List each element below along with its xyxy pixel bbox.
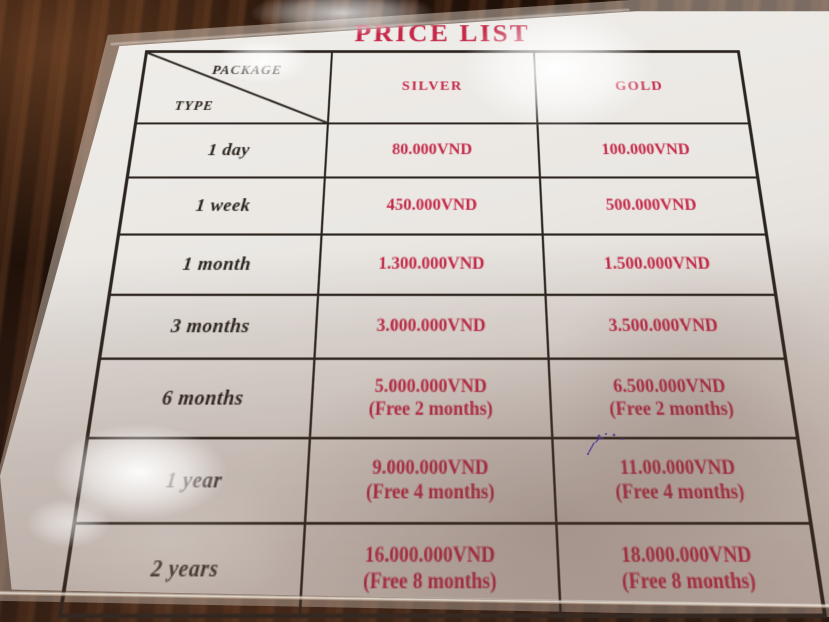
silver-price-cell: 9.000.000VND (Free 4 months) xyxy=(303,439,555,522)
table-row: 2 years 16.000.000VND (Free 8 months) 18.… xyxy=(62,521,823,614)
table-row: 1 day 80.000VND 100.000VND xyxy=(129,122,756,177)
corner-bottom-label: TYPE xyxy=(173,98,215,114)
printed-content: PRICE LIST PACKAGE TYPE SILVER GOLD 1 da… xyxy=(57,19,828,619)
type-cell: 1 week xyxy=(194,195,252,216)
table-row: 3 months 3.000.000VND 3.500.000VND xyxy=(101,293,784,358)
type-cell: 1 year xyxy=(164,466,224,493)
silver-price-cell: 5.000.000VND (Free 2 months) xyxy=(308,359,551,437)
table-row: 6 months 5.000.000VND (Free 2 months) 6.5… xyxy=(89,357,796,437)
header-row: PACKAGE TYPE SILVER GOLD xyxy=(137,52,748,123)
gold-price-cell: 500.000VND xyxy=(538,178,765,234)
gold-price-cell: 100.000VND xyxy=(535,124,756,177)
corner-top-label: PACKAGE xyxy=(211,62,283,77)
silver-price-cell: 1.300.000VND xyxy=(316,235,544,294)
table-row: 1 year 9.000.000VND (Free 4 months) 11.00… xyxy=(76,436,809,522)
table-row: 1 week 450.000VND 500.000VND xyxy=(120,176,765,234)
price-table: PACKAGE TYPE SILVER GOLD 1 day 80.000VND… xyxy=(57,50,828,619)
page-title: PRICE LIST xyxy=(354,19,531,47)
type-cell: 1 month xyxy=(181,253,253,275)
type-cell: 1 day xyxy=(206,140,251,160)
gold-price-cell: 1.500.000VND xyxy=(541,235,774,294)
table-row: 1 month 1.300.000VND 1.500.000VND xyxy=(111,233,774,294)
gold-price-cell: 3.500.000VND xyxy=(543,295,784,358)
silver-price-cell: 450.000VND xyxy=(320,178,542,234)
column-header-silver: SILVER xyxy=(326,52,536,123)
silver-price-cell: 3.000.000VND xyxy=(312,295,547,358)
ink-mark xyxy=(586,432,624,456)
silver-price-cell: 80.000VND xyxy=(323,124,539,177)
corner-cell: PACKAGE TYPE xyxy=(137,53,330,123)
column-header-gold: GOLD xyxy=(532,52,748,123)
gold-price-cell: 18.000.000VND (Free 8 months) xyxy=(554,524,823,614)
type-cell: 6 months xyxy=(160,385,245,410)
gold-price-cell: 6.500.000VND (Free 2 months) xyxy=(546,359,796,437)
type-cell: 2 years xyxy=(149,554,220,582)
silver-price-cell: 16.000.000VND (Free 8 months) xyxy=(298,524,559,614)
type-cell: 3 months xyxy=(169,314,251,338)
